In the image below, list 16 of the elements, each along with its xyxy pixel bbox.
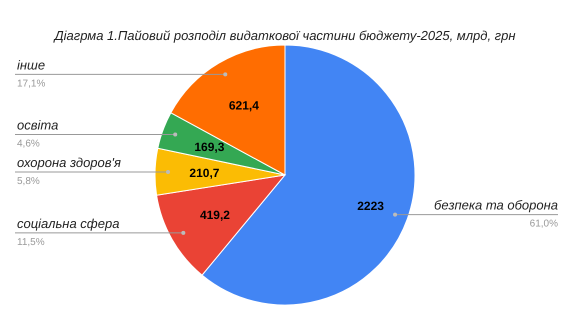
chart-title: Діагрма 1.Пайовий розподіл видаткової частини бюджету-2025, млрд, грн [52, 28, 516, 43]
slice-label: освіта [17, 118, 58, 133]
data-label: 419,2 [200, 208, 230, 222]
data-label: 621,4 [228, 98, 260, 113]
slice-label: охорона здоров'я [17, 155, 122, 170]
text: 4,6% [17, 138, 40, 150]
data-label: 210,7 [189, 166, 220, 180]
text: 61,0% [530, 218, 558, 230]
slice-label: соціальна сфера [17, 216, 120, 231]
text: 5,8% [17, 176, 40, 188]
slice-label: безпека та оборона [434, 198, 558, 213]
text: 17,1% [17, 78, 46, 90]
data-label: 169,3 [194, 140, 225, 154]
slice-label: інше [17, 57, 46, 72]
data-label: 2223 [357, 198, 384, 213]
text: 11,5% [17, 236, 45, 248]
